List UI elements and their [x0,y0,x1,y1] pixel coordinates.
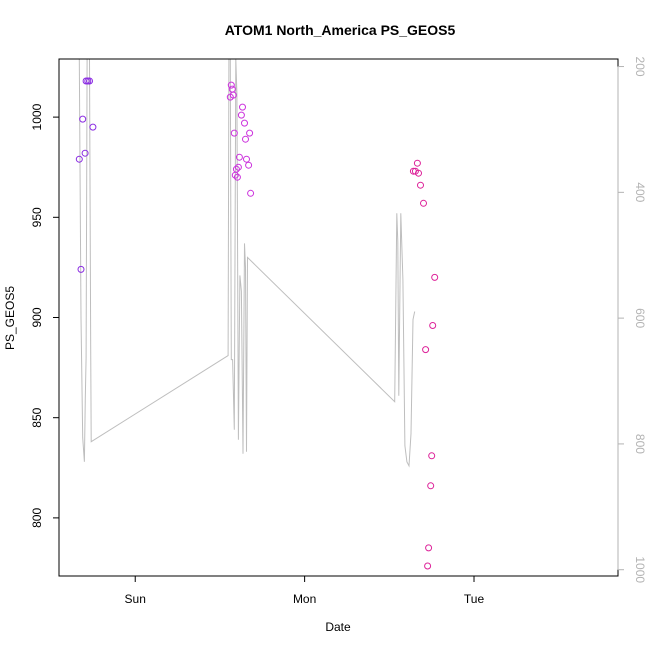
data-point [242,135,249,143]
data-point [420,199,427,207]
data-point [424,562,432,570]
chart-title: ATOM1 North_America PS_GEOS5 [225,22,456,38]
y-right-tick-label: 800 [633,434,647,454]
data-point [230,129,238,137]
y-tick-label: 950 [30,207,44,227]
y-tick-label: 800 [30,508,44,528]
x-tick-label: Sun [125,592,146,606]
x-tick-label: Tue [464,592,485,606]
data-point [237,111,245,119]
data-point [227,81,235,89]
data-point [77,265,85,273]
data-point [243,155,250,163]
data-point [431,273,439,281]
x-axis: Sun Mon Tue [125,575,485,606]
data-point [247,189,255,197]
data-point [86,77,93,85]
y-right-tick-label: 1000 [633,556,647,583]
data-point [413,159,421,167]
data-point [229,91,237,99]
data-point [79,115,87,123]
y-tick-label: 1000 [30,103,44,130]
y-tick-label: 900 [30,307,44,327]
data-point [233,173,241,181]
data-point [241,119,248,127]
x-tick-label: Mon [293,592,316,606]
data-point [232,165,240,173]
y-axis-label: PS_GEOS5 [3,286,17,350]
plot-area [75,59,439,570]
data-point [246,129,254,137]
x-axis-label: Date [325,620,351,634]
data-point [75,155,83,163]
data-point [89,123,97,131]
data-point [415,169,422,177]
data-point [425,544,433,552]
data-point [234,163,242,171]
y-axis: 800 850 900 950 1000 [30,103,60,528]
data-point [428,452,436,460]
data-point [245,161,253,169]
y-right-tick-label: 600 [633,308,647,328]
data-point [417,181,424,189]
y-tick-label: 850 [30,407,44,427]
data-point [422,346,430,354]
y-right-tick-label: 200 [633,57,647,77]
data-point [81,149,89,157]
data-point [427,482,435,490]
series-line [78,59,416,468]
data-point [235,153,243,161]
data-point [239,103,246,111]
y-axis-right: 200 400 600 800 1000 [617,57,647,583]
y-right-tick-label: 400 [633,182,647,202]
data-point [429,322,437,329]
